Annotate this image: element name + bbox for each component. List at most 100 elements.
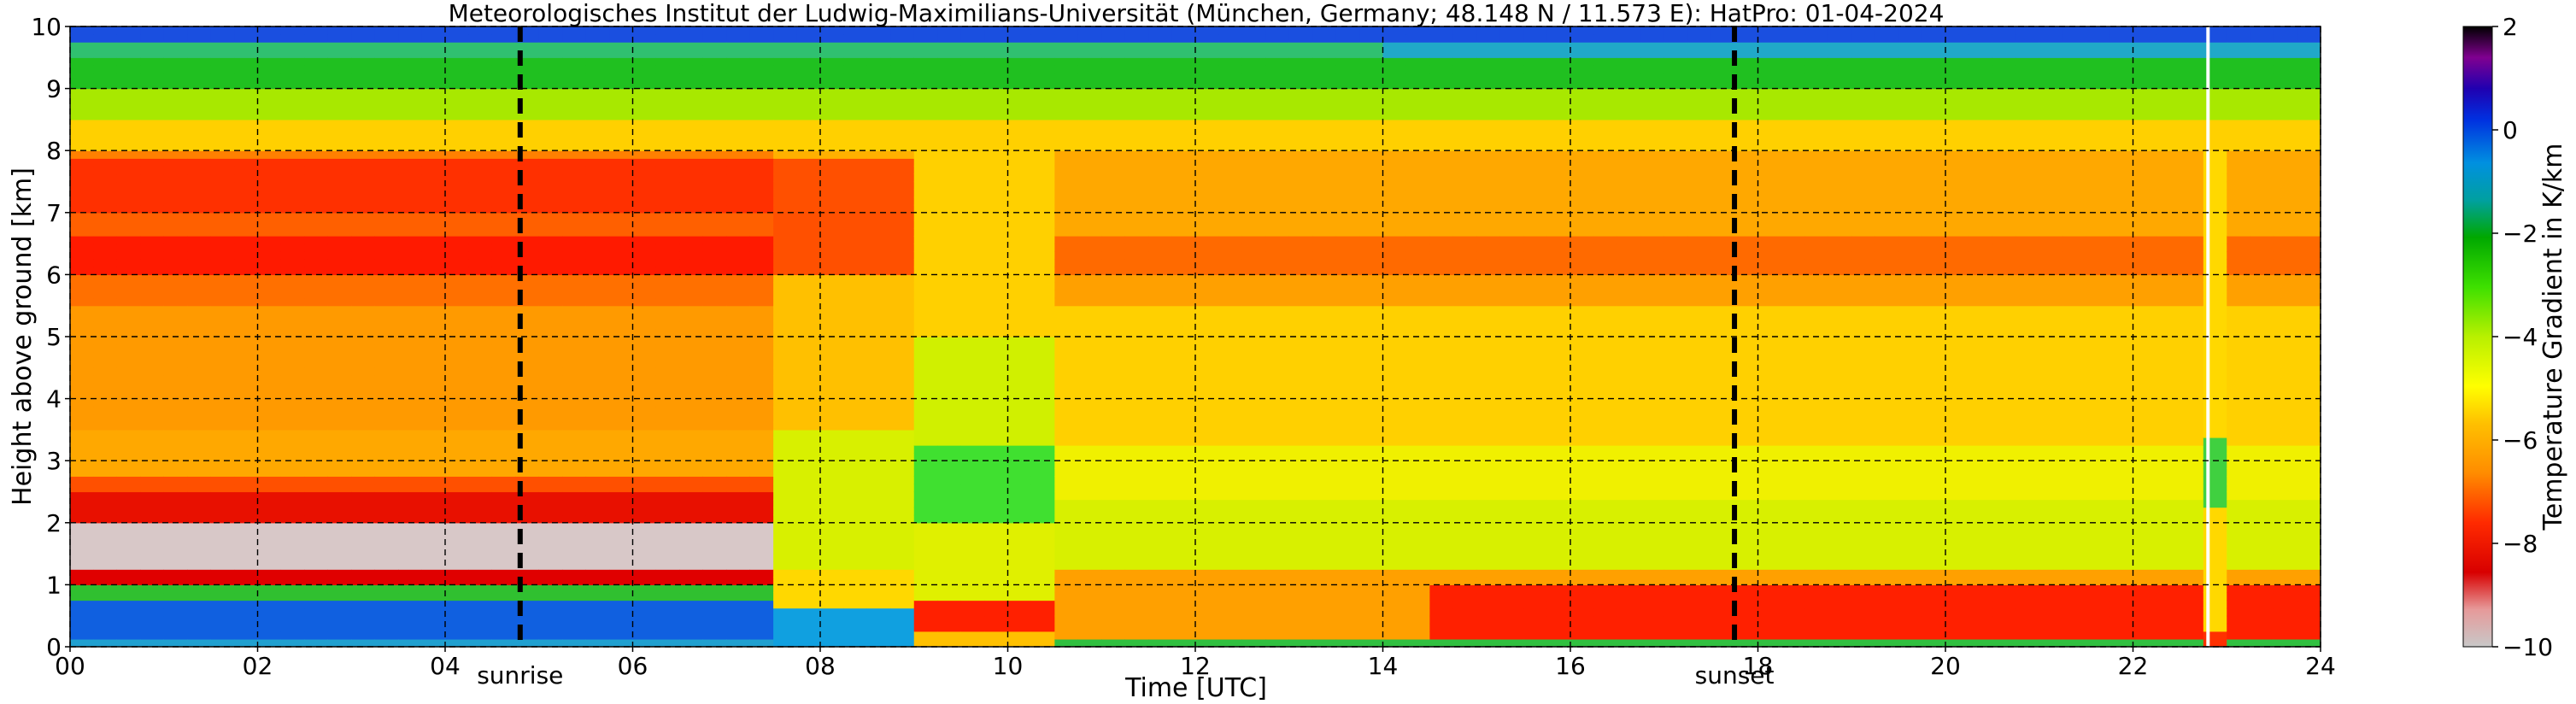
field-cell xyxy=(1359,290,1384,299)
field-cell xyxy=(327,197,352,206)
field-cell xyxy=(1429,344,1454,353)
field-cell xyxy=(1359,537,1384,547)
field-cell xyxy=(93,297,118,307)
field-cell xyxy=(210,437,235,446)
field-cell xyxy=(1007,181,1032,191)
field-cell xyxy=(1124,607,1149,617)
field-cell xyxy=(163,499,188,508)
field-cell xyxy=(820,181,845,191)
field-cell xyxy=(726,360,751,368)
field-cell xyxy=(280,476,305,485)
field-cell xyxy=(1007,34,1032,43)
field-cell xyxy=(913,514,938,524)
field-cell xyxy=(515,181,540,191)
field-cell xyxy=(1288,274,1313,284)
field-cell xyxy=(585,73,610,82)
field-cell xyxy=(890,507,915,516)
field-cell xyxy=(1499,236,1524,244)
field-cell xyxy=(820,150,845,159)
field-cell xyxy=(210,96,235,105)
field-cell xyxy=(421,204,446,214)
field-cell xyxy=(421,406,446,415)
field-cell xyxy=(257,274,282,284)
field-cell xyxy=(984,220,1009,229)
field-cell xyxy=(562,166,587,175)
field-cell xyxy=(421,290,446,299)
field-cell xyxy=(820,88,845,97)
field-cell xyxy=(351,197,376,206)
field-cell xyxy=(585,569,610,578)
field-cell xyxy=(1499,468,1524,477)
field-cell xyxy=(1476,227,1501,237)
field-cell xyxy=(327,189,352,198)
field-cell xyxy=(1405,600,1430,609)
field-cell xyxy=(679,111,704,120)
field-cell xyxy=(1476,584,1501,594)
field-cell xyxy=(70,592,95,601)
field-cell xyxy=(1195,375,1220,384)
field-cell xyxy=(702,522,727,531)
field-cell xyxy=(538,126,563,136)
field-cell xyxy=(1241,522,1266,531)
field-cell xyxy=(1195,135,1220,144)
field-cell xyxy=(796,530,821,539)
field-cell xyxy=(1124,390,1149,400)
field-cell xyxy=(398,328,423,337)
field-cell xyxy=(820,561,845,570)
field-cell xyxy=(913,65,938,74)
field-cell xyxy=(890,414,915,423)
field-cell xyxy=(421,530,446,539)
field-cell xyxy=(960,337,985,345)
field-cell xyxy=(1429,554,1454,562)
field-cell xyxy=(1452,282,1477,291)
field-cell xyxy=(1335,119,1360,128)
field-cell xyxy=(140,600,165,609)
field-cell xyxy=(116,243,141,252)
field-cell xyxy=(327,50,352,58)
field-cell xyxy=(468,461,493,469)
field-cell xyxy=(1030,623,1055,632)
field-cell xyxy=(1476,305,1501,314)
field-cell xyxy=(538,320,563,330)
field-cell xyxy=(70,507,95,516)
field-cell xyxy=(1359,227,1384,237)
field-cell xyxy=(351,166,376,175)
field-cell xyxy=(280,484,305,493)
field-cell xyxy=(1359,522,1384,531)
field-cell xyxy=(116,569,141,578)
field-cell xyxy=(866,158,891,167)
field-cell xyxy=(702,554,727,562)
field-cell xyxy=(796,243,821,252)
field-cell xyxy=(632,499,657,508)
field-cell xyxy=(773,197,798,206)
field-cell xyxy=(70,267,95,275)
field-cell xyxy=(491,313,516,322)
field-cell xyxy=(163,383,188,392)
field-cell xyxy=(187,297,212,307)
field-cell xyxy=(351,259,376,267)
field-cell xyxy=(116,126,141,136)
field-cell xyxy=(1007,530,1032,539)
field-cell xyxy=(70,297,95,307)
field-cell xyxy=(1359,135,1384,144)
field-cell xyxy=(1030,282,1055,291)
field-cell xyxy=(234,189,259,198)
field-cell xyxy=(304,530,329,539)
field-cell xyxy=(1077,251,1102,260)
field-cell xyxy=(1007,320,1032,330)
field-cell xyxy=(1101,484,1126,493)
field-cell xyxy=(820,615,845,625)
field-cell xyxy=(234,437,259,446)
field-cell xyxy=(1523,514,1548,524)
field-cell xyxy=(257,507,282,516)
field-cell xyxy=(538,282,563,291)
field-cell xyxy=(1359,421,1384,431)
field-cell xyxy=(445,352,470,361)
field-cell xyxy=(1241,561,1266,570)
field-cell xyxy=(398,360,423,368)
field-cell xyxy=(234,197,259,206)
field-cell xyxy=(937,344,962,353)
field-cell xyxy=(491,73,516,82)
field-cell xyxy=(257,73,282,82)
field-cell xyxy=(445,42,470,50)
